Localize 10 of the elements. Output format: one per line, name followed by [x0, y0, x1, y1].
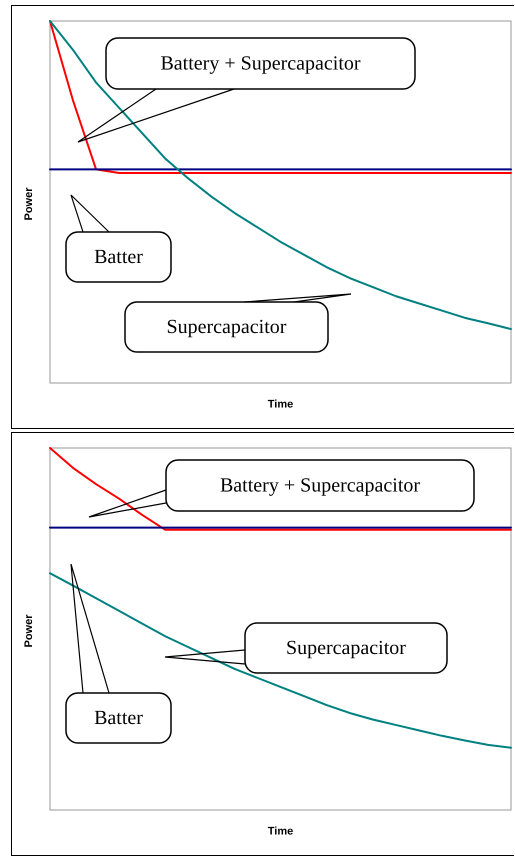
annotation: Supercapacitor	[166, 316, 287, 338]
annotation: Battery + Supercapacitor	[220, 474, 420, 496]
y-axis-title: Power	[23, 614, 35, 648]
x-axis-title: Time	[268, 398, 294, 410]
annotation: Battery + Supercapacitor	[160, 52, 361, 74]
annotation: Batter	[94, 246, 144, 268]
x-axis-title: Time	[268, 826, 294, 838]
y-axis-title: Power	[23, 186, 35, 221]
annotation: Supercapacitor	[286, 637, 406, 659]
annotation: Batter	[94, 707, 144, 729]
